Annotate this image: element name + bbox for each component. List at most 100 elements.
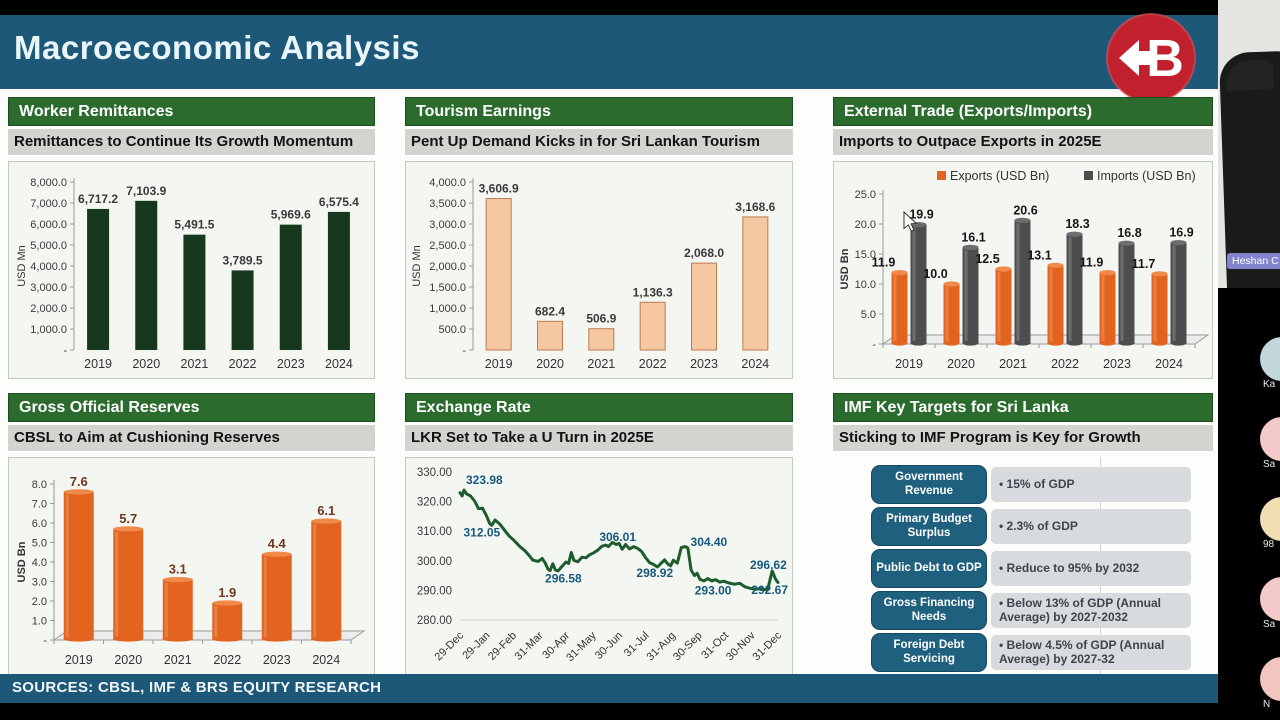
participant-avatar[interactable] bbox=[1260, 657, 1280, 701]
imf-target-label: Primary Budget Surplus bbox=[871, 507, 987, 546]
participant-avatar[interactable] bbox=[1260, 417, 1280, 461]
svg-text:-: - bbox=[462, 345, 466, 357]
svg-text:11.9: 11.9 bbox=[872, 256, 896, 270]
svg-text:31-May: 31-May bbox=[564, 629, 599, 664]
svg-text:500.0: 500.0 bbox=[438, 324, 466, 336]
svg-text:1,000.0: 1,000.0 bbox=[30, 324, 67, 336]
svg-text:296.58: 296.58 bbox=[545, 572, 582, 586]
imf-target-value: • Reduce to 95% by 2032 bbox=[991, 551, 1191, 586]
svg-text:2019: 2019 bbox=[65, 653, 93, 667]
participant-name: Ka bbox=[1263, 379, 1276, 390]
svg-text:2020: 2020 bbox=[132, 357, 160, 371]
panel-subtitle: CBSL to Aim at Cushioning Reserves bbox=[8, 425, 375, 451]
svg-text:682.4: 682.4 bbox=[535, 304, 565, 318]
svg-text:4,000.0: 4,000.0 bbox=[429, 177, 466, 189]
brand-logo-icon: B bbox=[1106, 13, 1196, 103]
svg-text:5,491.5: 5,491.5 bbox=[174, 218, 214, 232]
svg-text:2021: 2021 bbox=[181, 357, 209, 371]
sources-bar: SOURCES: CBSL, IMF & BRS EQUITY RESEARCH bbox=[0, 674, 1218, 703]
panel-subtitle: Pent Up Demand Kicks in for Sri Lankan T… bbox=[405, 129, 793, 155]
svg-text:Exports (USD Bn): Exports (USD Bn) bbox=[950, 169, 1049, 183]
presenter-video-tile[interactable]: Heshan C bbox=[1218, 0, 1280, 288]
svg-text:5.0: 5.0 bbox=[32, 538, 47, 550]
imf-target-label: Gross Financing Needs bbox=[871, 591, 987, 630]
svg-text:298.92: 298.92 bbox=[636, 566, 673, 580]
chart-container: 280.00 290.00 300.00 310.00 320.00 330.00 29-D… bbox=[405, 457, 793, 675]
svg-text:10.0: 10.0 bbox=[855, 279, 876, 291]
panel-subtitle: Imports to Outpace Exports in 2025E bbox=[833, 129, 1213, 155]
svg-text:2024: 2024 bbox=[741, 357, 769, 371]
imf-target-label: Foreign Debt Servicing bbox=[871, 633, 987, 672]
svg-text:293.00: 293.00 bbox=[695, 584, 732, 598]
svg-text:1.0: 1.0 bbox=[32, 616, 47, 628]
svg-text:16.9: 16.9 bbox=[1169, 226, 1193, 240]
participant-avatar[interactable] bbox=[1260, 577, 1280, 621]
svg-text:7,103.9: 7,103.9 bbox=[126, 184, 166, 198]
svg-text:5.0: 5.0 bbox=[861, 309, 876, 321]
panel-external-trade: External Trade (Exports/Imports) Imports… bbox=[833, 97, 1213, 379]
svg-text:13.1: 13.1 bbox=[1027, 248, 1051, 262]
tourism-earnings-chart: - 500.0 1,000.0 1,500.0 2,000.0 2,500.0 3,000.… bbox=[411, 177, 776, 371]
svg-text:2,068.0: 2,068.0 bbox=[684, 246, 724, 260]
participant-name: 98 bbox=[1263, 539, 1275, 550]
panel-title: IMF Key Targets for Sri Lanka bbox=[833, 393, 1213, 422]
svg-text:3,000.0: 3,000.0 bbox=[429, 219, 466, 231]
svg-text:20.0: 20.0 bbox=[855, 219, 876, 231]
imf-target-row: Primary Budget Surplus • 2.3% of GDP bbox=[863, 507, 1193, 546]
gross-reserves-chart: - 1.0 2.0 3.0 4.0 5.0 6.0 7.0 8.0 USD Bn 2019 7.6 20… bbox=[16, 474, 366, 667]
svg-text:2019: 2019 bbox=[485, 357, 513, 371]
svg-text:-: - bbox=[43, 635, 47, 647]
svg-text:30-Jun: 30-Jun bbox=[593, 630, 625, 662]
exchange-rate-chart: 280.00 290.00 300.00 310.00 320.00 330.00 29-D… bbox=[417, 467, 788, 664]
svg-text:10.0: 10.0 bbox=[923, 267, 947, 281]
svg-text:2022: 2022 bbox=[639, 357, 667, 371]
svg-text:11.7: 11.7 bbox=[1132, 257, 1156, 271]
svg-text:3,000.0: 3,000.0 bbox=[30, 282, 67, 294]
svg-text:7.6: 7.6 bbox=[70, 474, 88, 489]
svg-text:2019: 2019 bbox=[84, 357, 112, 371]
svg-text:6,575.4: 6,575.4 bbox=[319, 195, 359, 209]
svg-text:2022: 2022 bbox=[213, 653, 241, 667]
svg-text:3,168.6: 3,168.6 bbox=[735, 200, 775, 214]
svg-text:USD Mn: USD Mn bbox=[411, 245, 423, 287]
svg-text:6,000.0: 6,000.0 bbox=[30, 219, 67, 231]
svg-text:506.9: 506.9 bbox=[586, 312, 616, 326]
svg-text:7,000.0: 7,000.0 bbox=[30, 198, 67, 210]
participant-avatar[interactable] bbox=[1260, 337, 1280, 381]
svg-text:2024: 2024 bbox=[325, 357, 353, 371]
svg-text:16.1: 16.1 bbox=[961, 230, 985, 244]
svg-text:2021: 2021 bbox=[587, 357, 615, 371]
svg-text:19.9: 19.9 bbox=[909, 208, 933, 222]
svg-text:1.9: 1.9 bbox=[218, 585, 236, 600]
svg-text:2021: 2021 bbox=[164, 653, 192, 667]
svg-text:2021: 2021 bbox=[999, 357, 1027, 371]
svg-text:1,500.0: 1,500.0 bbox=[429, 282, 466, 294]
svg-text:29-Feb: 29-Feb bbox=[486, 630, 519, 663]
panel-subtitle: Remittances to Continue Its Growth Momen… bbox=[8, 129, 375, 155]
svg-text:4.4: 4.4 bbox=[268, 536, 287, 551]
svg-text:5,969.6: 5,969.6 bbox=[271, 208, 311, 222]
svg-text:330.00: 330.00 bbox=[417, 467, 452, 479]
svg-text:2023: 2023 bbox=[690, 357, 718, 371]
svg-text:306.01: 306.01 bbox=[599, 530, 636, 544]
svg-text:310.00: 310.00 bbox=[417, 526, 452, 538]
participant-name: Sa bbox=[1263, 459, 1276, 470]
participant-avatar[interactable] bbox=[1260, 497, 1280, 541]
svg-text:8.0: 8.0 bbox=[32, 479, 47, 491]
svg-text:1,000.0: 1,000.0 bbox=[429, 303, 466, 315]
svg-text:31-Mar: 31-Mar bbox=[512, 629, 545, 662]
panel-gross-reserves: Gross Official Reserves CBSL to Aim at C… bbox=[8, 393, 375, 675]
external-trade-chart: - 5.0 10.0 15.0 20.0 25.0 USD Bn Exports (USD B… bbox=[839, 169, 1209, 371]
svg-text:29-Dec: 29-Dec bbox=[433, 629, 467, 663]
call-participant-strip: Heshan C Ka Sa 98 Sa N bbox=[1218, 0, 1280, 720]
panel-title: Worker Remittances bbox=[8, 97, 375, 126]
panel-imf-targets: IMF Key Targets for Sri Lanka Sticking t… bbox=[833, 393, 1213, 675]
imf-target-row: Public Debt to GDP • Reduce to 95% by 20… bbox=[863, 549, 1193, 588]
panel-title: Exchange Rate bbox=[405, 393, 793, 422]
svg-text:2,000.0: 2,000.0 bbox=[429, 261, 466, 273]
imf-target-value: • 15% of GDP bbox=[991, 467, 1191, 502]
svg-text:304.40: 304.40 bbox=[691, 535, 728, 549]
svg-text:2,000.0: 2,000.0 bbox=[30, 303, 67, 315]
panel-tourism-earnings: Tourism Earnings Pent Up Demand Kicks in… bbox=[405, 97, 793, 379]
svg-text:300.00: 300.00 bbox=[417, 556, 452, 568]
